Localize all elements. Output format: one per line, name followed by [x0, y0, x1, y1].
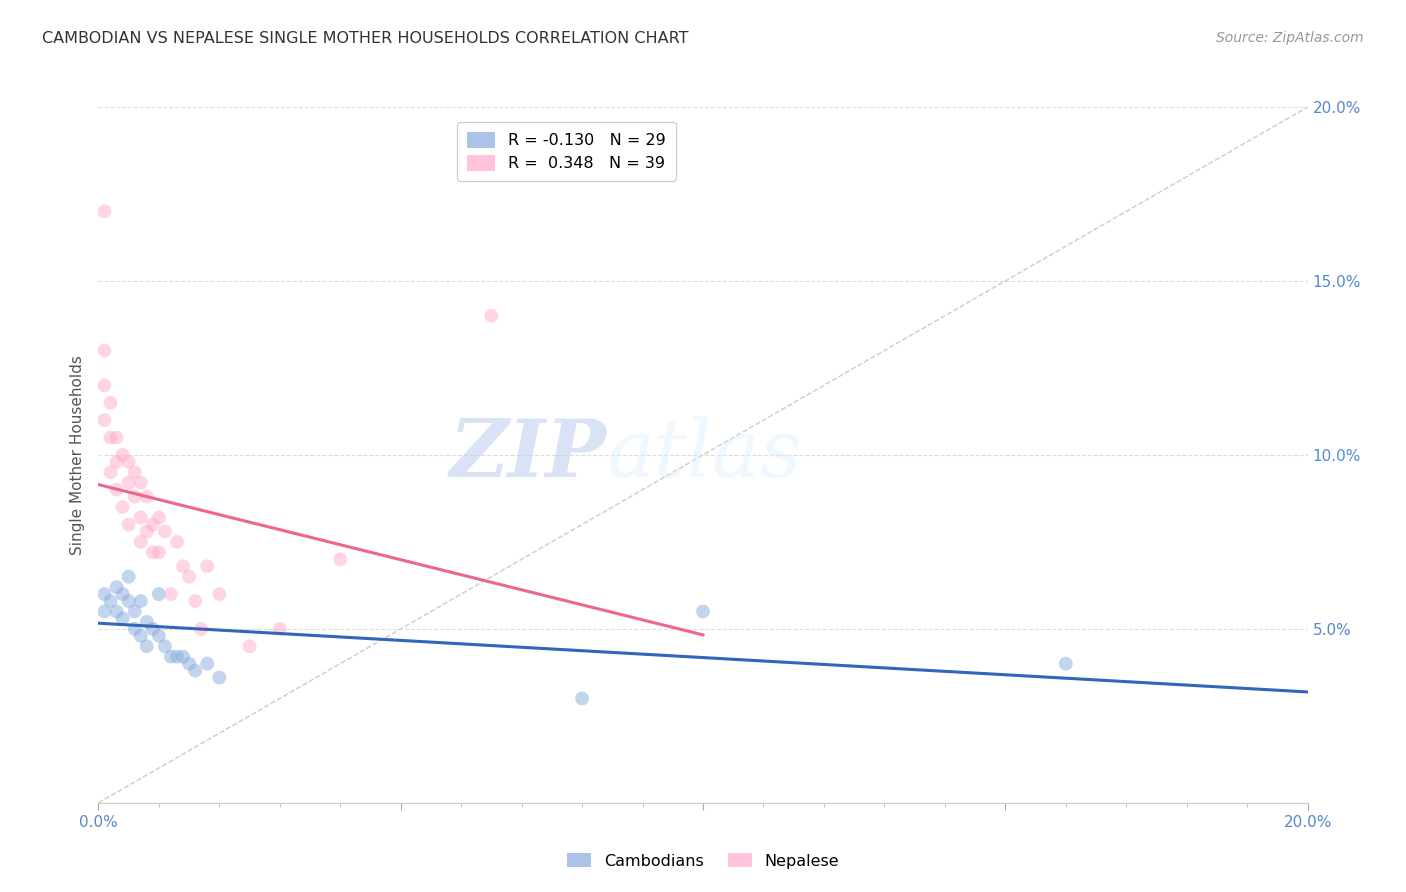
Point [166, 649, 188, 664]
Point [239, 639, 262, 653]
Point [269, 622, 291, 636]
Point [129, 629, 152, 643]
Point [118, 594, 141, 608]
Point [105, 431, 128, 445]
Point [135, 490, 157, 504]
Point [129, 510, 152, 524]
Point [329, 552, 352, 566]
Point [135, 615, 157, 629]
Point [692, 605, 714, 619]
Point [190, 622, 212, 636]
Point [118, 455, 141, 469]
Point [166, 534, 188, 549]
Point [129, 534, 152, 549]
Point [153, 639, 176, 653]
Point [124, 605, 146, 619]
Point [93, 378, 115, 392]
Point [100, 466, 122, 480]
Text: atlas: atlas [606, 417, 801, 493]
Point [135, 639, 157, 653]
Point [142, 622, 165, 636]
Point [160, 587, 183, 601]
Point [142, 545, 165, 559]
Point [153, 524, 176, 539]
Point [111, 500, 134, 514]
Legend: R = -0.130   N = 29, R =  0.348   N = 39: R = -0.130 N = 29, R = 0.348 N = 39 [457, 122, 675, 181]
Point [93, 605, 115, 619]
Text: Source: ZipAtlas.com: Source: ZipAtlas.com [1216, 31, 1364, 45]
Point [93, 343, 115, 358]
Point [135, 524, 157, 539]
Point [148, 587, 170, 601]
Point [111, 611, 134, 625]
Point [100, 431, 122, 445]
Point [481, 309, 503, 323]
Point [93, 204, 115, 219]
Point [105, 455, 128, 469]
Point [172, 649, 194, 664]
Text: ZIP: ZIP [450, 417, 606, 493]
Point [148, 510, 170, 524]
Point [105, 605, 128, 619]
Legend: Cambodians, Nepalese: Cambodians, Nepalese [561, 847, 845, 875]
Point [105, 483, 128, 497]
Point [100, 396, 122, 410]
Point [208, 671, 231, 685]
Point [208, 587, 231, 601]
Point [118, 475, 141, 490]
Point [129, 594, 152, 608]
Point [179, 657, 201, 671]
Point [179, 570, 201, 584]
Point [118, 517, 141, 532]
Point [1054, 657, 1077, 671]
Point [118, 570, 141, 584]
Point [172, 559, 194, 574]
Point [124, 466, 146, 480]
Point [160, 649, 183, 664]
Point [195, 559, 218, 574]
Point [111, 448, 134, 462]
Point [93, 413, 115, 427]
Point [105, 580, 128, 594]
Point [184, 594, 207, 608]
Point [129, 475, 152, 490]
Point [571, 691, 593, 706]
Point [148, 545, 170, 559]
Point [184, 664, 207, 678]
Point [142, 517, 165, 532]
Y-axis label: Single Mother Households: Single Mother Households [70, 355, 86, 555]
Point [111, 587, 134, 601]
Point [124, 490, 146, 504]
Text: CAMBODIAN VS NEPALESE SINGLE MOTHER HOUSEHOLDS CORRELATION CHART: CAMBODIAN VS NEPALESE SINGLE MOTHER HOUS… [42, 31, 689, 46]
Point [148, 629, 170, 643]
Point [100, 594, 122, 608]
Point [124, 622, 146, 636]
Point [93, 587, 115, 601]
Point [195, 657, 218, 671]
